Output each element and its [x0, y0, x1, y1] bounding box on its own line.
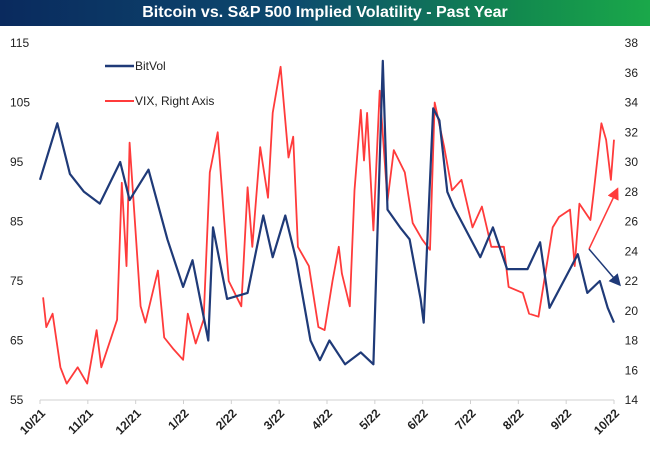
y-left-tick-label: 115 [10, 36, 29, 50]
x-tick-label: 5/22 [357, 406, 384, 433]
y-right-tick-label: 34 [625, 96, 639, 110]
y-right-tick-label: 14 [625, 393, 639, 407]
x-tick-label: 11/21 [65, 406, 96, 437]
y-right-tick-label: 28 [625, 185, 639, 199]
legend-label-bitvol: BitVol [135, 59, 166, 73]
x-tick-label: 10/22 [591, 406, 622, 437]
y-left-tick-label: 65 [10, 334, 24, 348]
y-right-tick-label: 36 [625, 66, 639, 80]
x-tick-label: 4/22 [309, 406, 336, 433]
series-line-vix [42, 65, 615, 385]
y-right-tick-label: 24 [625, 244, 639, 258]
y-right-tick-label: 30 [625, 155, 639, 169]
x-tick-label: 9/22 [548, 406, 575, 433]
y-left-tick-label: 75 [10, 274, 24, 288]
y-right-tick-label: 22 [625, 274, 639, 288]
x-tick-label: 8/22 [500, 406, 527, 433]
legend: BitVol VIX, Right Axis [105, 59, 214, 108]
y-right-tick-label: 18 [625, 334, 639, 348]
y-right-tick-label: 16 [625, 363, 639, 377]
chart-title: Bitcoin vs. S&P 500 Implied Volatility -… [0, 0, 650, 26]
y-right-tick-label: 26 [625, 215, 639, 229]
x-tick-label: 7/22 [452, 406, 479, 433]
y-right-tick-label: 32 [625, 125, 639, 139]
annotation-arrow-down-right [588, 248, 621, 287]
y-right-tick-label: 20 [625, 304, 639, 318]
y-right-tick-label: 38 [625, 36, 639, 50]
y-left-tick-label: 95 [10, 155, 24, 169]
y-left-tick-label: 105 [10, 96, 30, 110]
x-tick-label: 12/21 [113, 406, 144, 437]
series-line-bitvol [38, 59, 616, 366]
x-tick-label: 3/22 [261, 406, 288, 433]
y-left-tick-label: 55 [10, 393, 24, 407]
y-left-tick-label: 85 [10, 215, 24, 229]
legend-label-vix: VIX, Right Axis [135, 94, 214, 108]
x-tick-label: 2/22 [213, 406, 240, 433]
x-tick-label: 1/22 [165, 406, 192, 433]
x-tick-label: 6/22 [404, 406, 431, 433]
annotation-arrow-up-right [588, 187, 619, 250]
x-tick-label: 10/21 [17, 406, 48, 437]
